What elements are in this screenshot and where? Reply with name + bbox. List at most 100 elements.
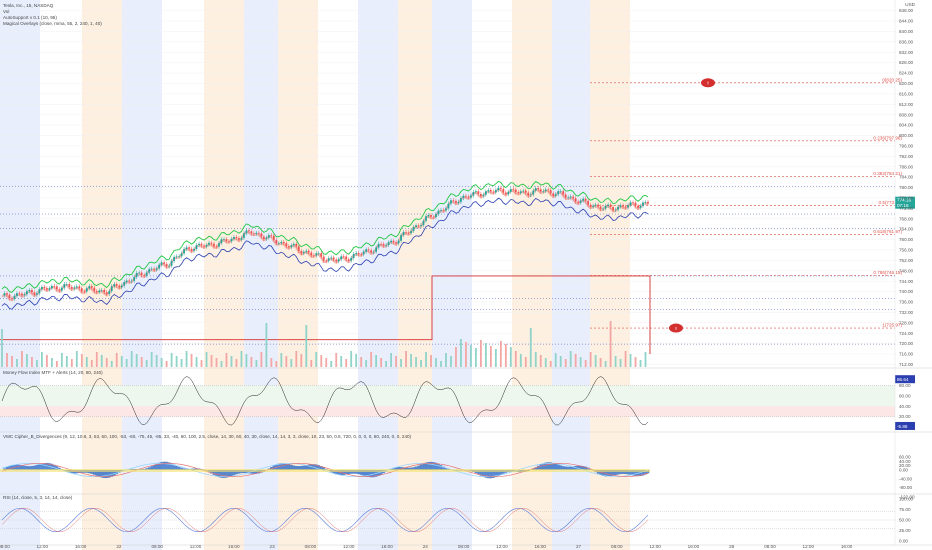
candle-body: [342, 256, 345, 257]
candle-body: [215, 246, 218, 247]
time-tick-label: 22: [116, 544, 122, 549]
time-tick-label: 08:00: [0, 544, 10, 549]
candle-body: [173, 257, 176, 261]
volume-bar: [210, 355, 213, 367]
candle-body: [170, 260, 173, 266]
time-tick-label: 16:00: [381, 544, 393, 549]
candle-body: [190, 248, 193, 251]
volume-bar: [350, 351, 353, 367]
candle-body: [48, 288, 51, 290]
candle-body: [200, 243, 203, 246]
price-tick-label: 732.00: [899, 310, 913, 315]
candle-body: [31, 290, 33, 293]
candle-body: [634, 202, 637, 206]
candle-body: [148, 269, 151, 273]
volume-bar: [509, 347, 512, 367]
volume-bar: [285, 356, 288, 367]
volume-bar: [415, 357, 417, 367]
candle-body: [637, 205, 639, 208]
price-tick-label: 800.00: [899, 133, 913, 138]
candle-body: [362, 251, 365, 255]
vmc-tick-label: 40.00: [899, 459, 911, 464]
candle-body: [639, 205, 642, 208]
volume-bar: [639, 360, 642, 367]
fib-level-label: 0.618(761.97): [873, 229, 902, 234]
rsi-tick-label: 75.00: [899, 507, 911, 512]
candle-body: [262, 236, 265, 239]
candle-body: [322, 256, 325, 261]
price-tick-label: 804.00: [899, 123, 913, 128]
volume-bar: [440, 361, 442, 367]
candle-body: [138, 272, 141, 274]
candle-body: [544, 189, 547, 191]
candle-body: [160, 262, 163, 265]
vmc-tick-label: 60.00: [899, 454, 911, 459]
volume-bar: [85, 357, 88, 367]
volume-bar: [554, 353, 557, 367]
alert-markers[interactable]: !!: [669, 78, 715, 333]
candle-body: [417, 225, 420, 226]
candle-body: [213, 243, 215, 247]
candle-body: [599, 206, 602, 209]
alert-icon-label: !: [675, 326, 677, 331]
volume-bar: [45, 355, 48, 367]
candle-body: [514, 189, 517, 193]
resistance-box: [0, 275, 651, 354]
candle-body: [380, 243, 383, 245]
volume-bar: [335, 353, 338, 367]
volume-bar: [445, 353, 447, 367]
candle-body: [245, 230, 248, 234]
candle-body: [50, 285, 53, 289]
study-autosupport: AutoSupport v 0.1 (10, 95): [3, 15, 57, 20]
volume-bar: [315, 352, 318, 367]
volume-bar: [50, 358, 53, 367]
candle-body: [150, 268, 153, 270]
volume-bar: [479, 340, 482, 367]
time-axis[interactable]: 08:00 12:00 16:00 22 08:00 12:00 16:00 23 08:00 1…: [0, 544, 853, 549]
candle-body: [238, 238, 240, 240]
time-tick-label: 16:00: [841, 544, 853, 549]
candle-body: [267, 235, 270, 238]
price-tick-label: 816.00: [899, 91, 913, 96]
candle-body: [415, 225, 417, 228]
candle-body: [33, 292, 36, 295]
volume-bar: [340, 356, 343, 367]
volume-bar: [275, 361, 278, 367]
mfi-lower-band: [0, 406, 895, 417]
volume-bar: [504, 344, 507, 367]
candle-body: [332, 257, 335, 260]
candle-body: [412, 227, 415, 231]
volume-bar: [629, 354, 632, 367]
candle-body: [275, 239, 278, 244]
volume-bar: [484, 343, 487, 367]
volume-bar: [345, 359, 348, 367]
candle-body: [292, 243, 295, 246]
candle-body: [8, 294, 11, 299]
candle-body: [647, 201, 649, 204]
mfi-line: [1, 376, 649, 426]
volume-bar: [300, 354, 303, 367]
candle-body: [228, 241, 230, 242]
volume-bar: [110, 361, 113, 367]
volume-bar: [614, 356, 617, 367]
candle-body: [365, 249, 368, 252]
candle-body: [90, 286, 93, 288]
volume-bar: [524, 357, 527, 367]
candle-body: [370, 250, 373, 253]
candle-body: [180, 253, 183, 257]
candle-body: [487, 190, 490, 192]
rsi-tick-label: 0.00: [899, 539, 908, 544]
candle-body: [627, 205, 629, 208]
candle-body: [233, 237, 235, 239]
candle-body: [372, 251, 375, 253]
vmc-money-flow: [0, 469, 650, 472]
mfi-value-tag: [895, 375, 915, 384]
candle-body: [85, 288, 88, 292]
candle-body: [567, 197, 570, 199]
candle-body: [447, 203, 450, 209]
candle-body: [375, 247, 378, 252]
candle-body: [115, 284, 118, 286]
candle-body: [75, 286, 78, 288]
